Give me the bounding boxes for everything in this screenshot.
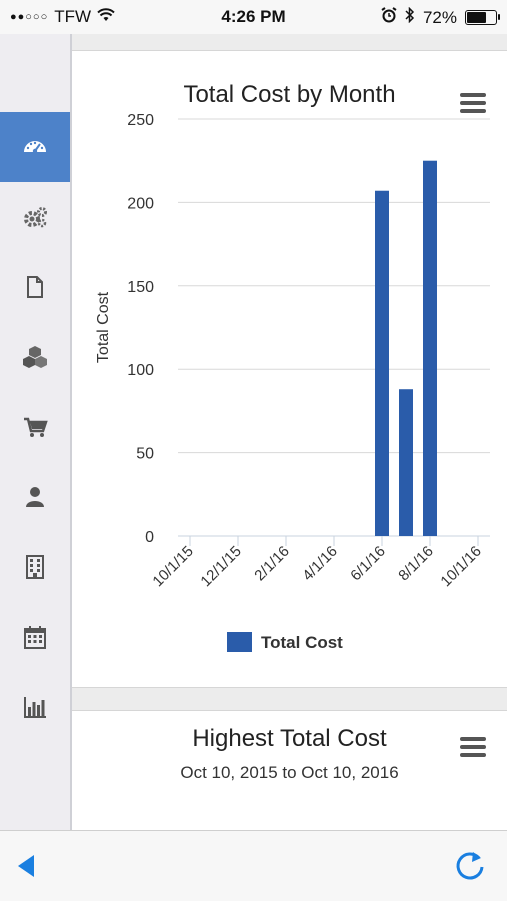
highest-cost-title: Highest Total Cost [192, 725, 387, 752]
sidebar-item-inventory[interactable] [0, 322, 70, 392]
sidebar-item-company[interactable] [0, 532, 70, 602]
legend-label: Total Cost [261, 633, 343, 652]
y-tick-label: 200 [127, 195, 154, 212]
battery-icon [465, 10, 500, 25]
wifi-icon [97, 7, 115, 27]
chart-card: 0 50 100 150 200 250 Total Cost 10/1/15 12/1/15 2… [72, 50, 507, 688]
cart-icon [24, 417, 48, 437]
highest-cost-menu-button[interactable] [458, 735, 488, 759]
y-tick-label: 50 [136, 446, 154, 463]
y-axis-label: Total Cost [95, 291, 112, 363]
refresh-button[interactable] [453, 848, 487, 882]
bluetooth-icon [405, 6, 415, 28]
status-bar: ●●○○○ TFW 4:26 PM 72% [0, 0, 507, 34]
gears-icon [24, 207, 47, 228]
y-tick-label: 100 [127, 362, 154, 379]
alarm-icon [381, 7, 397, 28]
sidebar-item-reports[interactable] [0, 672, 70, 742]
status-right: 72% [381, 6, 500, 28]
back-button[interactable] [14, 853, 38, 879]
battery-fill [467, 12, 486, 23]
refresh-icon [456, 852, 484, 880]
bar-chart-icon [24, 697, 46, 718]
y-tick-label: 0 [145, 529, 154, 546]
main-content: 0 50 100 150 200 250 Total Cost 10/1/15 12/1/15 2… [72, 34, 507, 862]
x-tick-label: 8/1/16 [395, 543, 437, 585]
calendar-icon [24, 626, 46, 649]
battery-percent: 72% [422, 7, 457, 27]
carrier-name: TFW [54, 7, 92, 26]
chart-menu-button[interactable] [458, 91, 488, 115]
chart-title: Total Cost by Month [183, 81, 396, 108]
bar-7-1-16 [399, 389, 413, 536]
sidebar-item-dashboard[interactable] [0, 112, 70, 182]
total-cost-chart: 0 50 100 150 200 250 Total Cost 10/1/15 12/1/15 2… [95, 112, 490, 652]
sidebar [0, 34, 72, 830]
sidebar-item-settings[interactable] [0, 182, 70, 252]
legend-swatch [227, 632, 252, 652]
cubes-icon [23, 346, 47, 368]
sidebar-item-calendar[interactable] [0, 602, 70, 672]
x-tick-label: 4/1/16 [299, 543, 341, 585]
status-time: 4:26 PM [221, 7, 286, 26]
back-arrow-icon [18, 855, 34, 877]
x-tick-label: 2/1/16 [251, 543, 293, 585]
y-tick-label: 250 [127, 112, 154, 129]
dashboard-icon [24, 141, 46, 154]
x-tick-label: 6/1/16 [347, 543, 389, 585]
bar-8-1-16 [423, 160, 437, 536]
y-tick-label: 150 [127, 279, 154, 296]
signal-strength: ●●○○○ [10, 11, 49, 23]
date-range: Oct 10, 2015 to Oct 10, 2016 [180, 763, 399, 782]
sidebar-item-documents[interactable] [0, 252, 70, 322]
building-icon [26, 555, 44, 579]
document-icon [27, 276, 43, 298]
bar-6-1-16 [375, 190, 389, 536]
status-left: ●●○○○ TFW [10, 7, 115, 27]
sidebar-item-cart[interactable] [0, 392, 70, 462]
x-tick-label: 10/1/16 [437, 543, 484, 590]
user-icon [26, 487, 44, 507]
sidebar-item-user[interactable] [0, 462, 70, 532]
bottom-toolbar [0, 830, 507, 901]
x-tick-label: 12/1/15 [197, 543, 244, 590]
x-tick-label: 10/1/15 [149, 543, 196, 590]
